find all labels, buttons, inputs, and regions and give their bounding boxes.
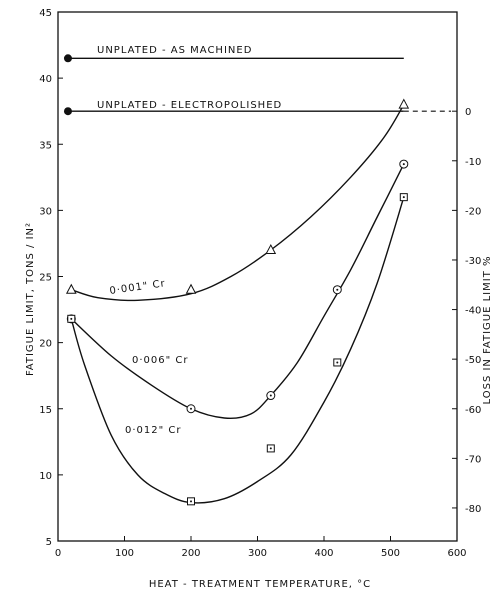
triangle-marker [65, 283, 77, 294]
reference-dot [63, 107, 72, 116]
series-line [70, 196, 405, 504]
series-label-0012cr: 0·012" Cr [125, 425, 182, 436]
y2-tick-label: -60 [465, 405, 481, 416]
x-tick-label: 600 [447, 548, 466, 559]
square-marker-dot [402, 196, 405, 199]
square-marker-dot [336, 361, 339, 364]
y-tick-label: 30 [39, 206, 52, 217]
y-tick-label: 20 [39, 339, 52, 350]
series-curves [70, 104, 405, 504]
series-line [70, 163, 405, 419]
y-tick-label: 45 [39, 8, 52, 19]
triangle-marker [398, 98, 410, 109]
x-tick-label: 300 [248, 548, 267, 559]
y2-tick-label: -40 [465, 306, 481, 317]
y2-tick-label: -80 [465, 504, 481, 515]
triangle-marker [265, 243, 277, 255]
series-line [71, 104, 405, 302]
plot-border [57, 11, 458, 542]
y2-tick-label: -50 [465, 355, 481, 366]
y2-tick-label: 0 [465, 107, 471, 118]
chart-text: FATIGUE LIMIT, TONS / IN² LOSS IN FATIGU… [25, 45, 493, 590]
y-tick-label: 15 [39, 405, 52, 416]
y-tick-label: 5 [46, 537, 52, 548]
x-tick-label: 0 [55, 548, 61, 559]
series-label-0006cr: 0·006" Cr [132, 355, 189, 366]
x-axis-title: HEAT - TREATMENT TEMPERATURE, °C [149, 579, 371, 590]
y-tick-label: 40 [39, 74, 52, 85]
y-tick-label: 25 [39, 273, 52, 284]
y2-tick-label: -20 [465, 206, 481, 217]
ref-label-machined: UNPLATED - AS MACHINED [97, 45, 252, 56]
x-tick-label: 200 [181, 548, 200, 559]
y-tick-label: 35 [39, 140, 52, 151]
reference-dot [63, 54, 72, 63]
ref-label-electropolished: UNPLATED - ELECTROPOLISHED [97, 100, 282, 111]
y2-tick-label: -30 [465, 256, 481, 267]
circle-marker-dot [190, 407, 192, 410]
x-tick-label: 100 [115, 548, 134, 559]
triangle-marker [185, 283, 197, 294]
x-tick-label: 400 [314, 548, 333, 559]
square-marker-dot [190, 500, 192, 503]
x-tick-label: 500 [381, 548, 400, 559]
square-marker-dot [269, 447, 272, 450]
circle-marker-dot [336, 288, 339, 291]
series-markers [65, 98, 410, 506]
y-tick-label: 10 [39, 471, 52, 482]
y-axis-title: FATIGUE LIMIT, TONS / IN² [25, 222, 36, 376]
circle-marker-dot [402, 163, 405, 166]
y2-axis-title: LOSS IN FATIGUE LIMIT % [482, 256, 493, 405]
plot-frame: 0 100 200 300 400 500 600 5 10 15 20 25 30 35 40 45 0 -10… [39, 8, 481, 559]
y2-tick-label: -10 [465, 157, 481, 168]
square-marker-dot [70, 317, 73, 320]
series-label-0001cr: 0·001" Cr [109, 278, 166, 297]
reference-lines [63, 54, 451, 116]
circle-marker-dot [269, 394, 272, 397]
y2-tick-label: -70 [465, 454, 481, 465]
